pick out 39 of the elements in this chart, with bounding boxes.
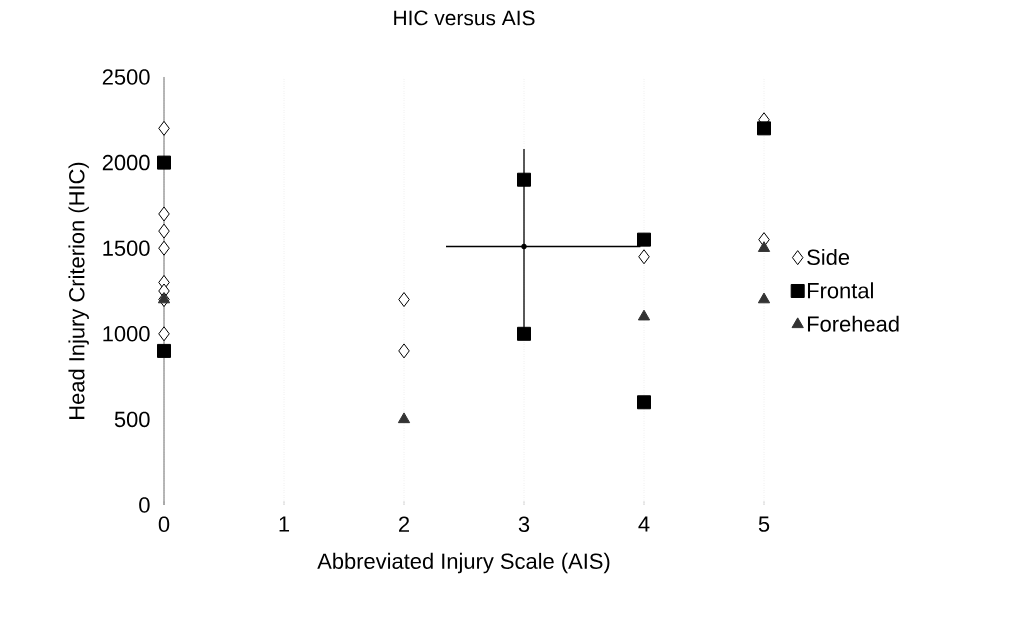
x-tick-label: 1 — [279, 516, 290, 532]
x-tick-label: 0 — [158, 516, 170, 533]
point — [157, 343, 171, 358]
point — [637, 309, 651, 321]
point — [517, 326, 531, 341]
point — [517, 172, 531, 187]
point — [398, 343, 410, 359]
point — [158, 120, 170, 136]
chart-title: HIC versus AIS — [394, 10, 535, 26]
point — [757, 241, 771, 252]
y-tick-label: 0 — [139, 497, 150, 513]
point — [397, 412, 411, 424]
point — [157, 155, 171, 170]
point — [521, 243, 527, 250]
point — [158, 223, 170, 239]
y-tick-label: 2000 — [102, 154, 150, 171]
x-tick-label: 5 — [758, 516, 770, 532]
y-tick-label: 2500 — [102, 69, 150, 85]
y-tick-label: 1000 — [103, 326, 150, 342]
x-tick-label: 2 — [399, 516, 409, 532]
point — [637, 232, 651, 247]
point — [158, 240, 170, 256]
legend-label: Forehead — [807, 315, 899, 332]
legend-label: Frontal — [807, 282, 873, 299]
point — [637, 395, 651, 410]
point — [638, 249, 650, 265]
legend-label: Side — [807, 248, 850, 266]
y-tick-label: 1500 — [103, 240, 150, 256]
point — [157, 292, 171, 304]
x-axis-title: Abbreviated Injury Scale (AIS) — [317, 552, 610, 574]
y-tick-label: 500 — [114, 411, 150, 428]
point — [398, 292, 410, 308]
point — [757, 292, 771, 304]
x-tick-label: 3 — [518, 516, 530, 533]
point — [158, 326, 170, 342]
y-axis-title: Head Injury Criterion (HIC) — [68, 162, 89, 419]
point — [158, 206, 170, 222]
point — [757, 121, 772, 136]
x-tick-label: 4 — [638, 516, 650, 532]
